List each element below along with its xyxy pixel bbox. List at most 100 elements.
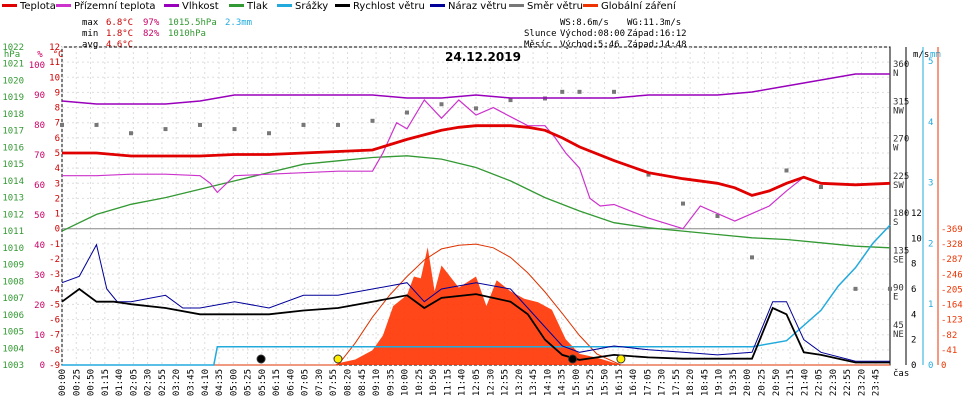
x-tick-label: 09:35 (386, 369, 396, 396)
direction-point (336, 122, 340, 127)
legend-label: Srážky (295, 1, 329, 12)
stat-moon-label: Měsíc (524, 40, 552, 50)
wind-tick-label: 4 (911, 310, 916, 320)
pressure-tick-label: 1014 (2, 177, 24, 187)
x-tick-label: 22:30 (829, 369, 839, 396)
legend-item-vlhkost: Vlhkost (164, 1, 219, 13)
legend-swatch (430, 3, 445, 7)
legend-item-teplota: Teplota (2, 1, 56, 13)
pressure-tick-label: 1008 (2, 277, 24, 287)
stat-min-press: 1010hPa (168, 29, 206, 39)
rain-tick-label: 0 (928, 361, 933, 371)
direction-point (129, 131, 133, 136)
humidity-tick-label: 50 (34, 211, 45, 221)
legend-label: Teplota (20, 1, 56, 12)
direction-point (853, 286, 858, 291)
x-tick-label: 14:10 (543, 369, 553, 396)
direction-tick-label: 270 (893, 135, 909, 145)
x-tick-label: 13:20 (515, 369, 525, 396)
radiation-tick-label: -369 (941, 225, 963, 235)
x-tick-label: 00:00 (58, 369, 68, 396)
stat-max-temp: 6.8°C (106, 18, 134, 28)
x-tick-label: 08:45 (358, 369, 368, 396)
direction-point (715, 214, 720, 218)
series-naraz-vetru (61, 243, 890, 362)
radiation-tick-label: -164 (941, 301, 963, 311)
legend-label: Náraz větru (448, 1, 507, 12)
stat-sun-set: Západ:16:12 (627, 29, 687, 39)
x-tick-label: 01:40 (115, 369, 125, 396)
humidity-tick-label: 80 (34, 121, 45, 131)
temperature-tick-label: -5 (49, 300, 60, 310)
legend-item-srazky: Srážky (277, 1, 328, 13)
direction-point (301, 122, 306, 127)
x-tick-label: 00:25 (72, 369, 82, 396)
direction-point (370, 118, 375, 123)
direction-point (612, 89, 616, 94)
x-tick-label: 08:20 (344, 369, 354, 396)
legend-item-smer-vetru: Směr větru (509, 1, 583, 13)
temperature-tick-label: 0 (55, 225, 60, 235)
stat-wg: WG:11.3m/s (627, 18, 682, 28)
pressure-tick-label: 1016 (2, 143, 24, 153)
stat-moon-set: Západ:14:48 (627, 40, 687, 50)
pressure-tick-label: 1012 (2, 210, 24, 220)
direction-point (888, 286, 892, 291)
stat-avg-label: avg (82, 40, 99, 50)
pressure-tick-label: 1018 (2, 110, 24, 120)
pressure-tick-label: 1017 (2, 127, 24, 137)
x-tick-label: 16:15 (615, 369, 625, 396)
direction-point (439, 102, 444, 107)
x-tick-label: 03:20 (172, 369, 182, 396)
legend-item-rychlost-vetru: Rychlost větru (335, 1, 425, 13)
x-tick-label: 07:55 (329, 369, 339, 396)
series-tlak (61, 155, 891, 249)
x-tick-label: 07:05 (301, 369, 311, 396)
pressure-tick-label: 1013 (2, 194, 24, 204)
temperature-tick-label: 2 (55, 194, 60, 204)
direction-label: SE (893, 255, 904, 265)
rain-tick-label: 1 (928, 300, 933, 310)
legend-item-globalni-zareni: Globální záření (583, 1, 676, 13)
legend-label: Vlhkost (182, 1, 219, 12)
direction-label: NW (893, 106, 904, 116)
x-tick-label: 12:05 (472, 369, 482, 396)
pressure-tick-label: 1006 (2, 311, 24, 321)
x-tick-label: 07:30 (315, 369, 325, 396)
rain-tick-label: 4 (928, 118, 933, 128)
x-tick-label: 06:15 (272, 369, 282, 396)
humidity-tick-label: 90 (34, 91, 45, 101)
pressure-tick-label: 1009 (2, 261, 24, 271)
pressure-tick-label: 1005 (2, 328, 24, 338)
rain-tick-label: 5 (928, 57, 933, 67)
legend-swatch (335, 3, 350, 7)
wind-tick-label: 10 (911, 234, 922, 244)
x-tick-label: 13:45 (529, 369, 539, 396)
series-rychlost-vetru (61, 287, 890, 364)
x-tick-label: 21:40 (800, 369, 810, 396)
x-tick-label: 04:35 (215, 369, 225, 396)
rain-tick-label: 3 (928, 179, 933, 189)
series-teplota (62, 124, 891, 197)
x-tick-label: 11:15 (443, 369, 453, 396)
series-srazky (62, 224, 891, 366)
series-globalni-zareni (62, 247, 890, 365)
radiation-tick-label: 0 (941, 361, 946, 371)
radiation-tick-label: -123 (941, 316, 963, 326)
direction-tick-label: 315 (893, 97, 909, 107)
legend-swatch (583, 3, 598, 7)
x-tick-label: 23:45 (872, 369, 882, 396)
legend-swatch (509, 3, 524, 7)
legend-label: Směr větru (527, 1, 583, 12)
direction-point (560, 89, 565, 94)
x-tick-label: 04:10 (201, 369, 211, 396)
direction-tick-label: 90 (893, 284, 904, 294)
temperature-tick-label: 3 (55, 179, 60, 189)
x-tick-label: 22:55 (843, 369, 853, 396)
legend-label: Tlak (247, 1, 268, 12)
legend-swatch (2, 3, 17, 7)
stat-sun-rise: Východ:08:00 (560, 29, 626, 39)
wind-tick-label: 2 (911, 336, 916, 346)
x-tick-label: 01:15 (101, 369, 111, 396)
temperature-tick-label: -3 (49, 270, 60, 280)
